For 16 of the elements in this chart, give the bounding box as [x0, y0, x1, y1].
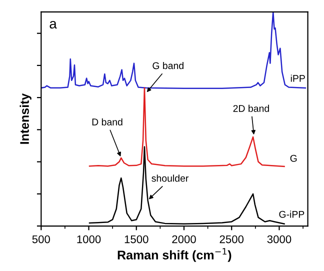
x-tick-label: 500	[32, 235, 50, 244]
series-label: G	[290, 154, 297, 162]
annotation: 2D band	[233, 104, 269, 112]
y-axis-title: Intensity	[20, 93, 32, 144]
annotation: shoulder	[152, 174, 189, 182]
x-tick-label: 2000	[172, 235, 196, 244]
series-label: iPP	[290, 74, 305, 82]
annotation: G band	[152, 62, 184, 70]
annotation: D band	[92, 118, 122, 126]
annotation: a	[50, 20, 57, 29]
x-tick-label: 1000	[77, 235, 101, 244]
x-tick-label: 1500	[124, 235, 148, 244]
series-label: G-iPP	[279, 210, 304, 218]
x-tick-label: 3000	[267, 235, 292, 244]
x-tick-label: 2500	[220, 235, 244, 244]
x-axis-title: Raman shift (cm$^{−1}$)	[118, 248, 232, 262]
